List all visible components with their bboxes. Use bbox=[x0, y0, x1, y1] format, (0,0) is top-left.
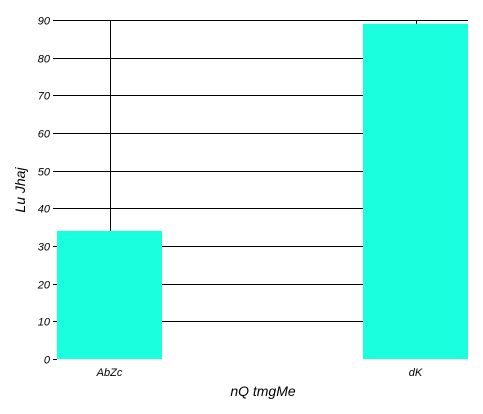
y-tick-label-60: 60 bbox=[38, 129, 51, 141]
bar-dK bbox=[363, 23, 468, 360]
y-axis-ticks: 0 10 20 30 40 50 60 70 80 90 bbox=[37, 16, 57, 367]
y-tick-label-10: 10 bbox=[38, 317, 51, 329]
x-axis-ticks: AbZc dK bbox=[96, 367, 423, 379]
y-tick-label-80: 80 bbox=[38, 54, 51, 66]
y-tick-label-0: 0 bbox=[44, 355, 51, 367]
y-tick-label-90: 90 bbox=[38, 16, 51, 28]
x-tick-label-0: AbZc bbox=[96, 367, 123, 379]
x-axis-title: nQ tmgMe bbox=[230, 383, 296, 399]
y-tick-label-50: 50 bbox=[38, 167, 51, 179]
y-axis-title: Lu Jhaj bbox=[12, 167, 28, 213]
y-tick-label-20: 20 bbox=[37, 280, 51, 292]
y-tick-label-70: 70 bbox=[38, 91, 51, 103]
bars bbox=[57, 23, 468, 360]
y-tick-label-30: 30 bbox=[38, 242, 51, 254]
x-tick-label-1: dK bbox=[409, 367, 423, 379]
y-tick-label-40: 40 bbox=[38, 204, 51, 216]
bar-AbZc bbox=[57, 230, 162, 359]
